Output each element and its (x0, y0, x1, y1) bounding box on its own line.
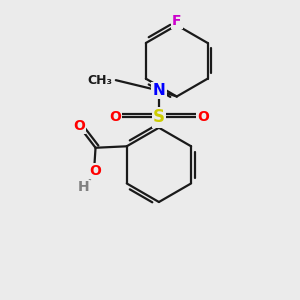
Text: O: O (90, 164, 101, 178)
Text: N: N (152, 83, 165, 98)
Text: F: F (172, 14, 182, 28)
Text: O: O (197, 110, 209, 124)
Text: O: O (109, 110, 121, 124)
Text: H: H (78, 180, 89, 194)
Text: CH₃: CH₃ (88, 74, 113, 87)
Text: S: S (153, 108, 165, 126)
Text: O: O (73, 119, 85, 134)
